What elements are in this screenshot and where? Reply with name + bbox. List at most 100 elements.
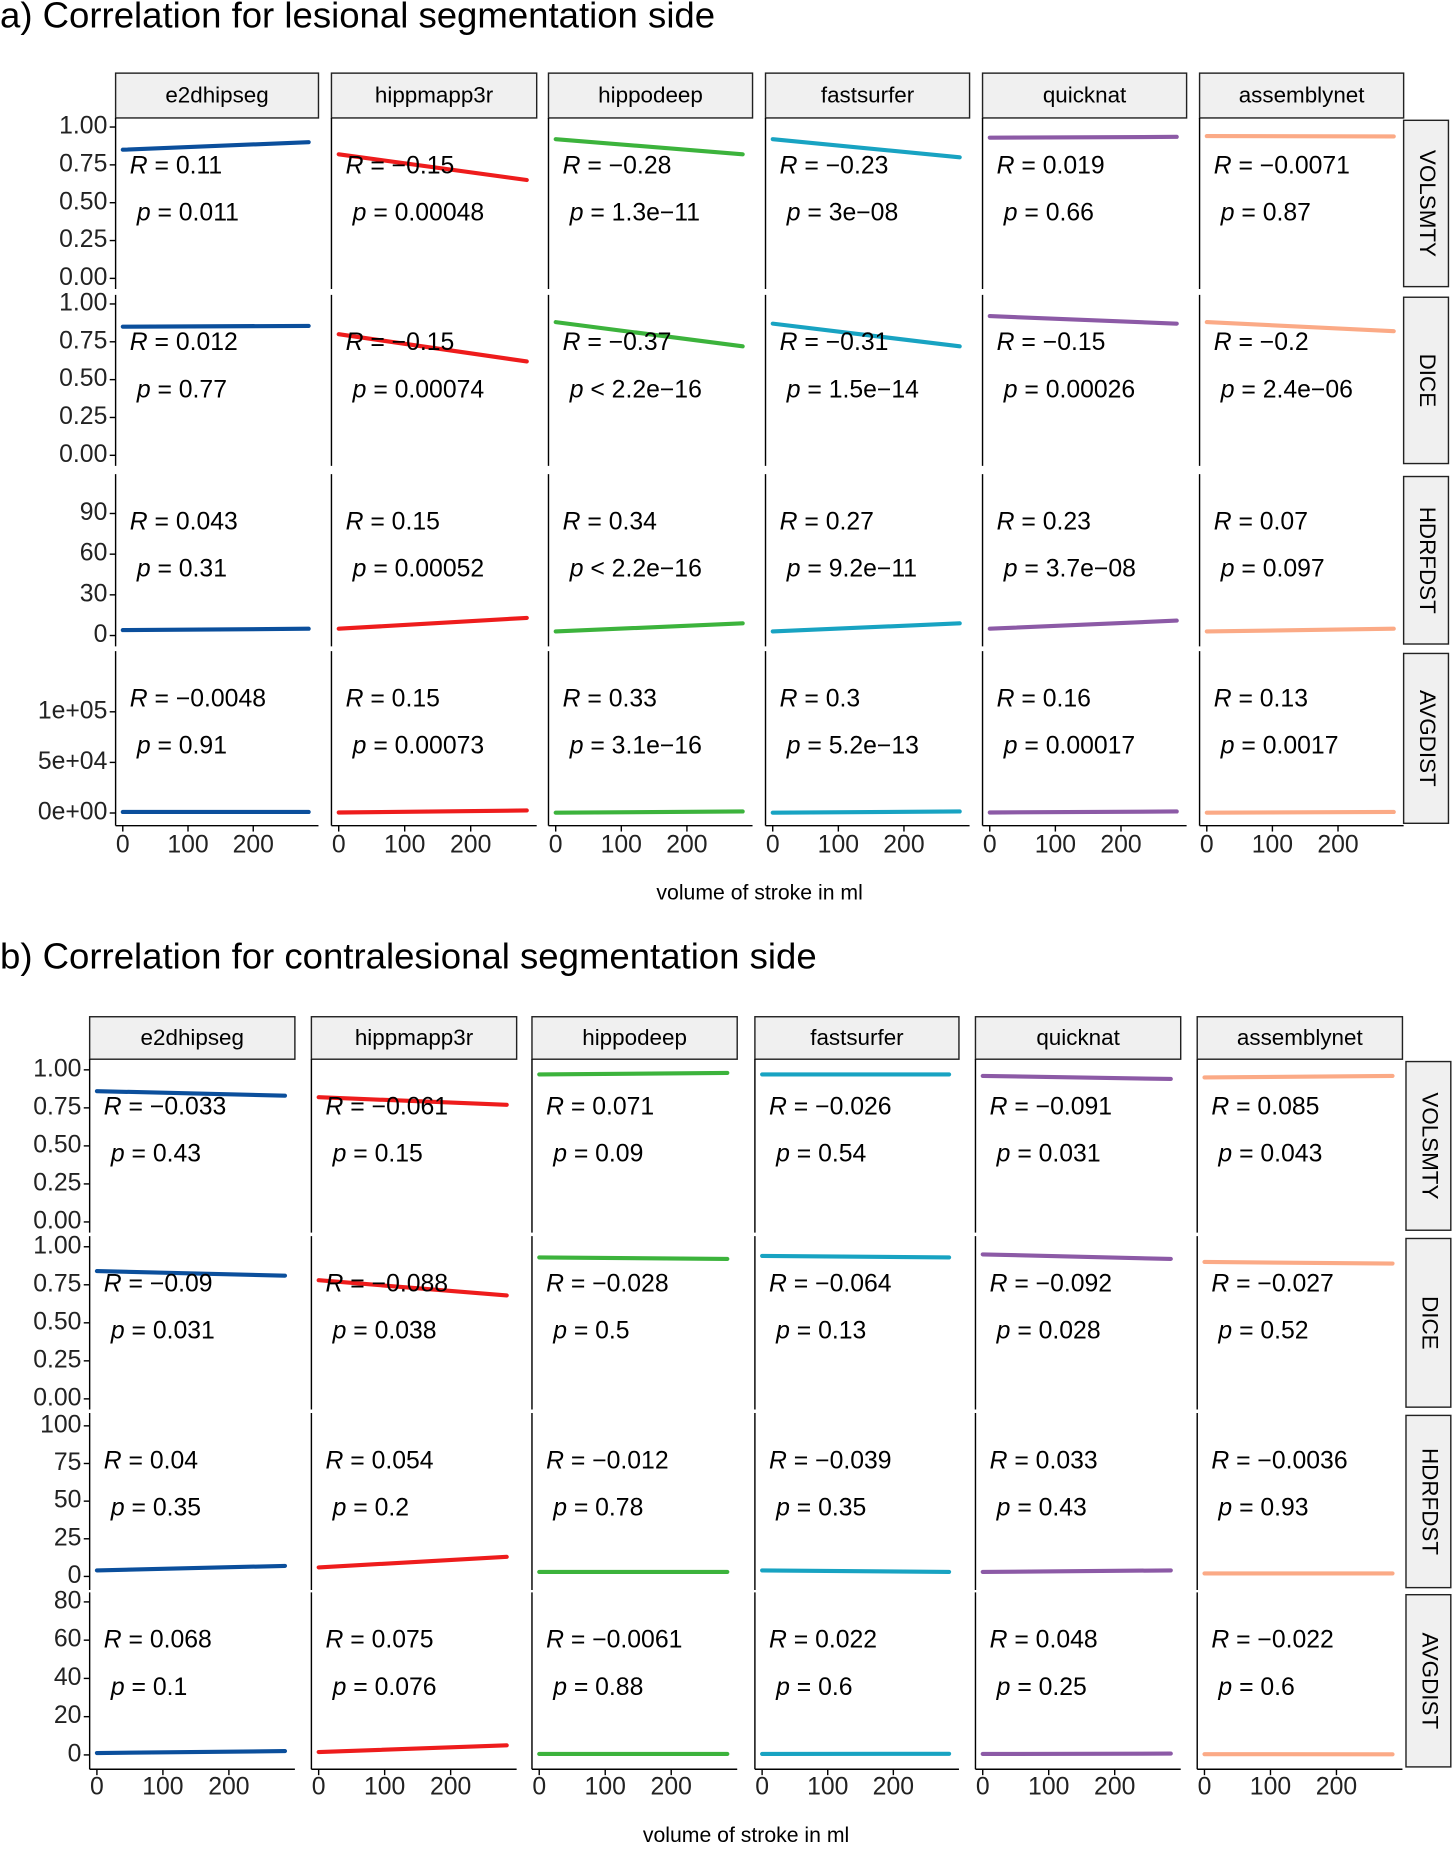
x-tick-label: 0 <box>976 1774 990 1801</box>
y-tick-label: 0.50 <box>59 188 107 215</box>
r-annotation: R = 0.033 <box>990 1447 1098 1474</box>
y-tick-label: 0.50 <box>33 1131 81 1158</box>
r-annotation: R = −0.0048 <box>130 685 266 712</box>
p-annotation: p = 3.1e−16 <box>569 732 702 759</box>
y-tick-label: 0.75 <box>33 1270 81 1297</box>
y-tick-label: 1.00 <box>59 113 107 140</box>
r-annotation: R = 0.022 <box>769 1626 877 1653</box>
r-annotation: R = −0.088 <box>326 1270 448 1297</box>
p-annotation: p = 0.5 <box>552 1317 629 1344</box>
p-annotation: p = 0.2 <box>332 1494 409 1521</box>
facet-strip <box>547 72 754 119</box>
r-annotation: R = −0.027 <box>1211 1270 1333 1297</box>
r-annotation: R = −0.064 <box>769 1270 892 1297</box>
p-annotation: p = 0.00074 <box>352 376 485 403</box>
facet-label: quicknat <box>1043 83 1127 108</box>
fit-line <box>537 1070 730 1077</box>
y-tick-label: 0e+00 <box>38 799 108 826</box>
x-tick-label: 100 <box>807 1774 848 1801</box>
facet-label: AVGDIST <box>1415 690 1440 787</box>
x-tick-label: 200 <box>883 831 924 858</box>
fit-line <box>1202 1073 1395 1080</box>
y-tick-label: 0.50 <box>59 365 107 392</box>
y-tick-label: 0.25 <box>33 1346 81 1373</box>
p-annotation: p = 0.25 <box>996 1673 1087 1700</box>
fit-line <box>1204 320 1396 334</box>
p-annotation: p = 0.043 <box>1217 1140 1322 1167</box>
y-tick-label: 1.00 <box>59 290 107 317</box>
y-tick-label: 60 <box>80 540 108 567</box>
y-tick-label: 20 <box>54 1702 82 1729</box>
r-annotation: R = −0.092 <box>990 1270 1112 1297</box>
p-annotation: p = 0.097 <box>1220 555 1325 582</box>
r-annotation: R = 0.054 <box>326 1447 434 1474</box>
facet-label: fastsurfer <box>810 1025 904 1050</box>
facet-strip <box>1405 1237 1452 1408</box>
r-annotation: R = 0.33 <box>563 685 657 712</box>
x-tick-label: 0 <box>755 1774 769 1801</box>
fit-line <box>316 1095 509 1107</box>
r-annotation: R = −0.15 <box>997 329 1106 356</box>
p-annotation: p = 0.00026 <box>1003 376 1135 403</box>
p-annotation: p = 0.031 <box>996 1140 1101 1167</box>
y-tick-label: 0.50 <box>33 1308 81 1335</box>
r-annotation: R = 0.3 <box>780 685 860 712</box>
facet-strip <box>1405 1593 1452 1768</box>
p-annotation: p = 2.4e−06 <box>1220 376 1353 403</box>
r-annotation: R = 0.043 <box>130 508 238 535</box>
p-annotation: p = 0.031 <box>110 1317 215 1344</box>
x-tick-label: 0 <box>90 1774 104 1801</box>
p-annotation: p = 1.3e−11 <box>569 199 700 226</box>
fit-line <box>336 152 529 183</box>
facet-label: fastsurfer <box>821 83 915 108</box>
fit-line <box>316 1278 509 1298</box>
p-annotation: p = 5.2e−13 <box>786 732 919 759</box>
r-annotation: R = −0.0071 <box>1214 152 1350 179</box>
x-tick-label: 100 <box>601 831 642 858</box>
x-tick-label: 100 <box>1035 831 1076 858</box>
facet-label: DICE <box>1415 354 1440 408</box>
facet-strip <box>310 1016 518 1060</box>
x-tick-label: 200 <box>1316 1774 1357 1801</box>
p-annotation: p = 0.87 <box>1220 199 1311 226</box>
x-tick-label: 100 <box>364 1774 405 1801</box>
x-tick-label: 100 <box>818 831 859 858</box>
facet-strip <box>1402 652 1450 825</box>
facet-label: e2dhipseg <box>165 83 268 108</box>
p-annotation: p = 0.91 <box>136 732 227 759</box>
x-tick-label: 100 <box>1252 831 1293 858</box>
fit-line <box>770 809 962 815</box>
y-tick-label: 50 <box>54 1487 82 1514</box>
y-tick-label: 0.00 <box>59 264 107 291</box>
y-tick-label: 60 <box>54 1626 82 1653</box>
r-annotation: R = 0.071 <box>546 1093 654 1120</box>
fit-line <box>553 809 745 815</box>
p-annotation: p = 0.43 <box>996 1494 1087 1521</box>
fit-line <box>94 1089 288 1098</box>
p-annotation: p = 0.09 <box>552 1140 643 1167</box>
r-annotation: R = 0.012 <box>130 329 238 356</box>
p-annotation: p < 2.2e−16 <box>569 555 702 582</box>
x-tick-label: 200 <box>233 831 274 858</box>
y-tick-label: 30 <box>80 580 108 607</box>
facet-strip <box>88 1016 296 1060</box>
r-annotation: R = 0.34 <box>563 508 657 535</box>
r-annotation: R = −0.15 <box>346 152 455 179</box>
x-tick-label: 0 <box>116 831 130 858</box>
p-annotation: p < 2.2e−16 <box>569 376 702 403</box>
fit-line <box>336 808 529 815</box>
r-annotation: R = 0.27 <box>780 508 874 535</box>
r-annotation: R = −0.091 <box>990 1093 1112 1120</box>
r-annotation: R = 0.04 <box>104 1447 198 1474</box>
fit-line <box>94 1749 288 1756</box>
facet-strip <box>1402 119 1450 288</box>
y-tick-label: 0 <box>94 621 108 648</box>
y-tick-label: 0.00 <box>33 1384 81 1411</box>
x-tick-label: 200 <box>873 1774 914 1801</box>
fit-line <box>336 332 529 364</box>
p-annotation: p = 0.15 <box>332 1140 423 1167</box>
p-annotation: p = 0.00048 <box>352 199 484 226</box>
fit-line <box>760 1568 952 1574</box>
x-tick-label: 100 <box>167 831 208 858</box>
fit-line <box>553 137 745 157</box>
